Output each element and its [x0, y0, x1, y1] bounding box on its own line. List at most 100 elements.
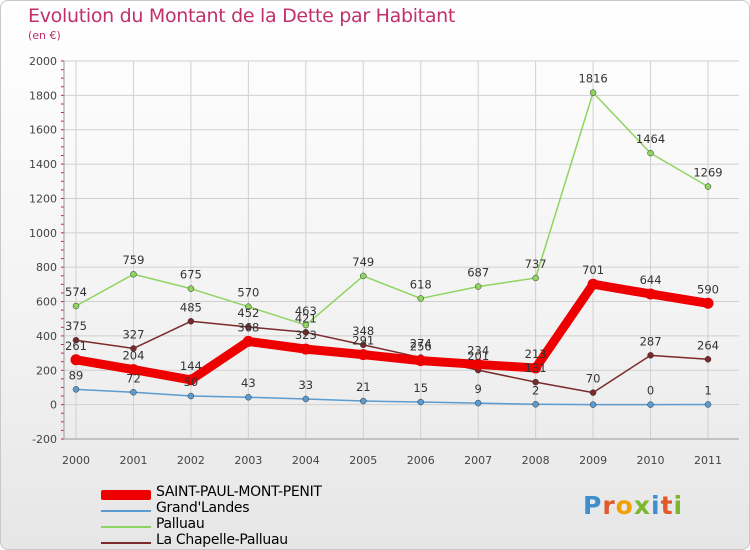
data-label: 15	[413, 381, 428, 395]
data-label: 348	[352, 324, 374, 338]
y-tick-label: 0	[50, 399, 57, 412]
data-point	[70, 354, 82, 366]
data-point	[472, 358, 484, 370]
y-tick-label: 200	[36, 364, 57, 377]
x-tick-label: 2007	[464, 454, 492, 467]
series-line	[75, 388, 709, 406]
data-label: 291	[352, 334, 374, 348]
data-label: 201	[467, 349, 489, 363]
data-point	[242, 335, 254, 347]
x-tick-label: 2008	[522, 454, 550, 467]
data-point	[587, 278, 599, 290]
data-point	[474, 399, 482, 407]
y-tick-label: 600	[36, 296, 57, 309]
data-point	[532, 401, 539, 408]
data-point	[302, 395, 310, 403]
data-point	[589, 89, 597, 96]
data-label: 675	[180, 268, 202, 282]
data-point	[647, 149, 654, 157]
chart-unit: (en €)	[28, 29, 61, 42]
data-label: 234	[467, 343, 489, 357]
x-tick-label: 2002	[177, 454, 205, 467]
data-point	[187, 285, 195, 292]
data-label: 33	[298, 378, 313, 392]
data-label: 618	[410, 277, 432, 291]
legend-swatch	[101, 490, 151, 500]
y-tick-label: 1400	[29, 158, 57, 171]
data-point	[702, 297, 714, 309]
proxiti-logo: Proxiti	[583, 491, 684, 520]
data-label: 327	[122, 327, 144, 341]
data-label: 452	[237, 306, 259, 320]
data-point	[704, 356, 712, 363]
data-point	[647, 352, 654, 359]
x-tick-label: 2009	[579, 454, 607, 467]
data-point	[300, 343, 312, 355]
legend-label: Grand'Landes	[156, 500, 250, 516]
data-label: 1816	[578, 72, 607, 86]
data-point	[245, 323, 252, 331]
data-label: 323	[295, 328, 317, 342]
data-label: 274	[410, 337, 432, 351]
data-point	[589, 401, 597, 408]
data-point	[357, 349, 369, 361]
y-tick-label: 2000	[29, 55, 57, 68]
y-tick-label: 1200	[29, 192, 57, 205]
legend-swatch	[101, 542, 151, 544]
legend-label: Palluau	[156, 516, 205, 532]
data-point	[415, 355, 427, 367]
data-point	[417, 295, 424, 302]
data-point	[185, 374, 197, 386]
data-point	[704, 183, 712, 190]
y-tick-label: -200	[32, 433, 57, 446]
data-point	[589, 389, 597, 396]
data-point	[360, 341, 367, 349]
data-label: 264	[697, 338, 719, 352]
data-label: 9	[475, 382, 482, 396]
x-tick-label: 2011	[694, 454, 722, 467]
data-point	[302, 321, 310, 329]
data-label: 463	[295, 304, 317, 318]
data-point	[187, 318, 195, 325]
data-point	[417, 398, 424, 406]
data-label: 261	[65, 339, 87, 353]
data-label: 368	[237, 320, 259, 334]
data-label: 70	[586, 372, 601, 386]
data-label: 687	[467, 266, 489, 280]
data-label: 50	[184, 375, 199, 389]
legend-label: SAINT-PAUL-MONT-PENIT	[156, 484, 322, 500]
data-point	[532, 274, 539, 282]
data-label: 72	[126, 371, 141, 385]
data-label: 590	[697, 282, 719, 296]
data-point	[130, 270, 137, 278]
x-tick-label: 2004	[292, 454, 320, 467]
data-label: 644	[640, 273, 662, 287]
series-line	[71, 279, 713, 385]
x-tick-label: 2001	[119, 454, 147, 467]
data-label: 1269	[693, 166, 722, 180]
data-point	[72, 386, 80, 393]
chart-title: Evolution du Montant de la Dette par Hab…	[28, 5, 456, 27]
data-label: 570	[237, 286, 259, 300]
data-point	[530, 362, 542, 374]
data-point	[645, 288, 657, 300]
data-point	[72, 336, 80, 344]
data-label: 0	[647, 384, 654, 398]
data-point	[474, 283, 482, 290]
y-tick-label: 1800	[29, 89, 57, 102]
data-point	[647, 401, 654, 408]
data-label: 2	[532, 383, 539, 397]
data-label: 144	[180, 359, 202, 373]
data-label: 89	[69, 368, 84, 382]
data-label: 213	[525, 347, 547, 361]
data-label: 574	[65, 285, 87, 299]
x-tick-label: 2000	[62, 454, 90, 467]
data-point	[360, 272, 367, 280]
data-point	[127, 364, 139, 376]
data-point	[532, 378, 539, 386]
data-label: 131	[525, 361, 547, 375]
series-line	[75, 320, 709, 394]
data-label: 701	[582, 263, 604, 277]
data-label: 287	[640, 334, 662, 348]
